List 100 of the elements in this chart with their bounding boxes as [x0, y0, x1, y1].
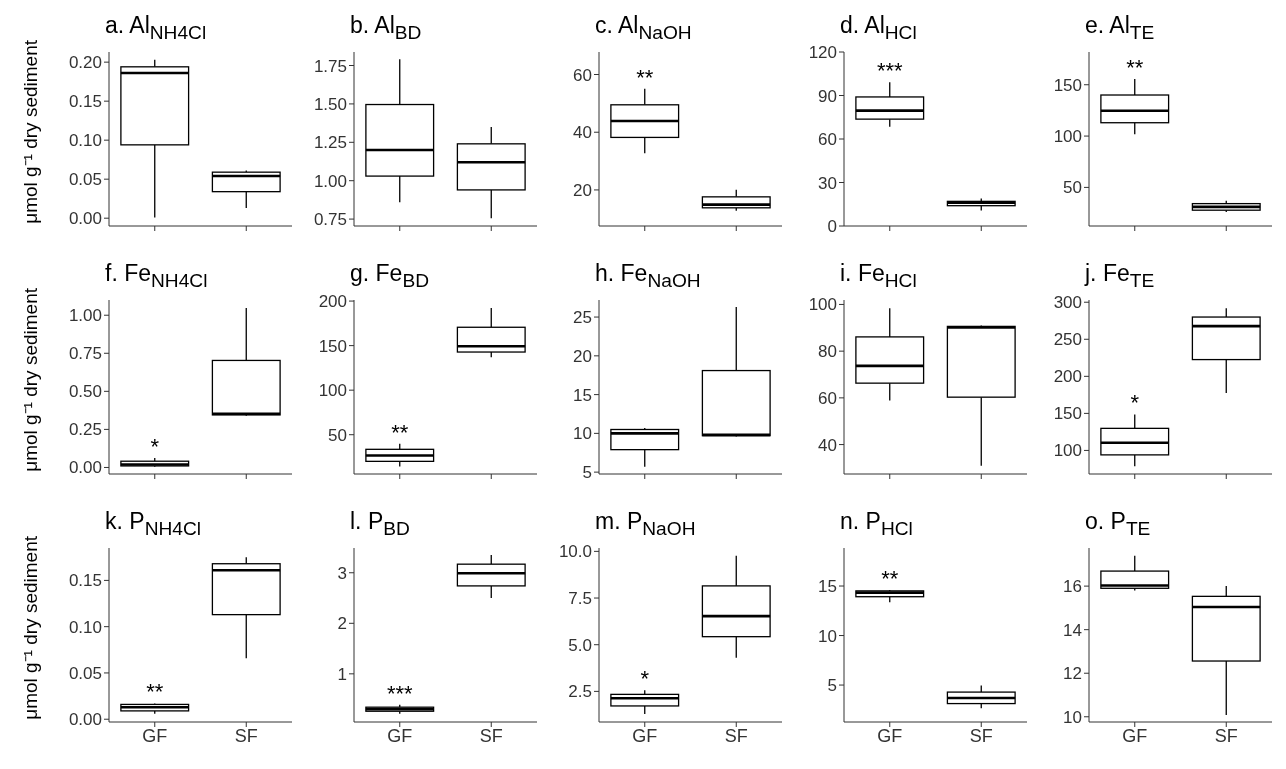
y-tick-label: 150 — [1053, 404, 1082, 424]
y-tick-label: 14 — [1063, 620, 1082, 640]
annotation: * — [640, 666, 650, 692]
annotation: * — [150, 434, 160, 460]
y-tick-label: 0.10 — [68, 617, 102, 637]
y-tick-label: 50 — [1063, 178, 1082, 198]
x-tick-label: GF — [387, 725, 413, 746]
y-tick-label: 0.00 — [68, 710, 102, 730]
y-tick-label: 60 — [573, 65, 592, 85]
y-axis-title: μmol g⁻¹ dry sediment — [18, 536, 42, 720]
chart-title: d. Al$_{HCl}$ — [839, 11, 918, 44]
y-tick-label: 3 — [337, 563, 347, 583]
y-tick-label: 1.25 — [313, 133, 347, 153]
y-tick-label: 0.75 — [313, 210, 347, 230]
chart-title: f. Fe$_{NH4Cl}$ — [104, 259, 209, 292]
y-tick-label: 0.05 — [68, 170, 102, 190]
y-tick-label: 5 — [827, 676, 837, 696]
chart-title: a. Al$_{NH4Cl}$ — [104, 11, 208, 44]
chart-title: l. P$_{BD}$ — [349, 507, 411, 540]
chart-title: n. P$_{HCl}$ — [839, 507, 914, 540]
y-tick-label: 150 — [318, 336, 347, 356]
annotation: ** — [881, 565, 899, 591]
y-tick-label: 2.5 — [568, 682, 592, 702]
chart-title: c. Al$_{NaOH}$ — [594, 11, 693, 44]
y-tick-label: 15 — [818, 577, 837, 597]
annotation: * — [1130, 390, 1140, 416]
y-tick-label: 40 — [573, 123, 592, 143]
x-tick-label: SF — [1214, 725, 1238, 746]
y-tick-label: 7.5 — [568, 589, 592, 609]
y-tick-label: 10 — [818, 626, 837, 646]
y-axis-title: μmol g⁻¹ dry sediment — [18, 40, 42, 224]
chart-title: h. Fe$_{NaOH}$ — [594, 259, 702, 292]
y-tick-label: 100 — [808, 295, 837, 315]
x-tick-label: SF — [234, 725, 258, 746]
x-tick-label: GF — [877, 725, 903, 746]
y-tick-label: 5 — [582, 463, 592, 483]
x-tick-label: GF — [1122, 725, 1148, 746]
y-tick-label: 100 — [1053, 441, 1082, 461]
y-tick-label: 90 — [818, 86, 837, 106]
annotation: *** — [386, 680, 414, 706]
y-tick-label: 100 — [318, 381, 347, 401]
chart-title: j. Fe$_{TE}$ — [1083, 259, 1156, 292]
y-tick-label: 200 — [1053, 367, 1082, 387]
chart-title: b. Al$_{BD}$ — [349, 11, 423, 44]
y-tick-label: 0.50 — [68, 382, 102, 402]
y-axis-title: μmol g⁻¹ dry sediment — [18, 288, 42, 472]
y-tick-label: 60 — [818, 388, 837, 408]
y-tick-label: 30 — [818, 173, 837, 193]
annotation: ** — [391, 419, 409, 445]
y-tick-label: 100 — [1053, 127, 1082, 147]
y-tick-label: 1.00 — [313, 171, 347, 191]
y-tick-label: 80 — [818, 342, 837, 362]
y-tick-label: 12 — [1063, 664, 1082, 684]
chart-title: i. Fe$_{HCl}$ — [839, 259, 918, 292]
annotation: ** — [146, 679, 164, 705]
x-tick-label: GF — [632, 725, 658, 746]
y-tick-label: 0.15 — [68, 571, 102, 591]
y-tick-label: 50 — [328, 425, 347, 445]
y-tick-label: 0.05 — [68, 663, 102, 683]
y-tick-label: 15 — [573, 385, 592, 405]
chart-title: k. P$_{NH4Cl}$ — [104, 507, 203, 540]
annotation: *** — [876, 58, 904, 84]
y-tick-label: 1.50 — [313, 94, 347, 114]
y-tick-label: 60 — [818, 130, 837, 150]
y-tick-label: 0.10 — [68, 131, 102, 151]
y-tick-label: 250 — [1053, 330, 1082, 350]
y-tick-label: 0.00 — [68, 458, 102, 478]
annotation: ** — [1126, 54, 1144, 80]
x-tick-label: GF — [142, 725, 168, 746]
y-tick-label: 40 — [818, 435, 837, 455]
chart-title: o. P$_{TE}$ — [1084, 507, 1152, 540]
y-tick-label: 120 — [808, 43, 837, 63]
y-tick-label: 1 — [337, 664, 347, 684]
y-tick-label: 20 — [573, 180, 592, 200]
y-tick-label: 0.75 — [68, 344, 102, 364]
chart-title: e. Al$_{TE}$ — [1084, 11, 1156, 44]
x-tick-label: SF — [724, 725, 748, 746]
y-tick-label: 10.0 — [558, 542, 592, 562]
x-tick-label: SF — [969, 725, 993, 746]
y-tick-label: 25 — [573, 308, 592, 328]
y-tick-label: 16 — [1063, 577, 1082, 597]
y-tick-label: 300 — [1053, 293, 1082, 313]
y-tick-label: 1.00 — [68, 306, 102, 326]
y-tick-label: 0.20 — [68, 53, 102, 73]
y-tick-label: 200 — [318, 292, 347, 312]
y-tick-label: 0.25 — [68, 420, 102, 440]
chart-title: g. Fe$_{BD}$ — [349, 259, 431, 292]
y-tick-label: 0 — [827, 217, 837, 237]
y-tick-label: 2 — [337, 614, 347, 634]
y-tick-label: 1.75 — [313, 56, 347, 76]
x-tick-label: SF — [479, 725, 503, 746]
y-tick-label: 0.15 — [68, 92, 102, 112]
chart-title: m. P$_{NaOH}$ — [594, 507, 697, 540]
y-tick-label: 150 — [1053, 75, 1082, 95]
y-tick-label: 10 — [573, 424, 592, 444]
y-tick-label: 20 — [573, 346, 592, 366]
annotation: ** — [636, 64, 654, 90]
y-tick-label: 10 — [1063, 707, 1082, 727]
y-tick-label: 5.0 — [568, 635, 592, 655]
y-tick-label: 0.00 — [68, 209, 102, 229]
